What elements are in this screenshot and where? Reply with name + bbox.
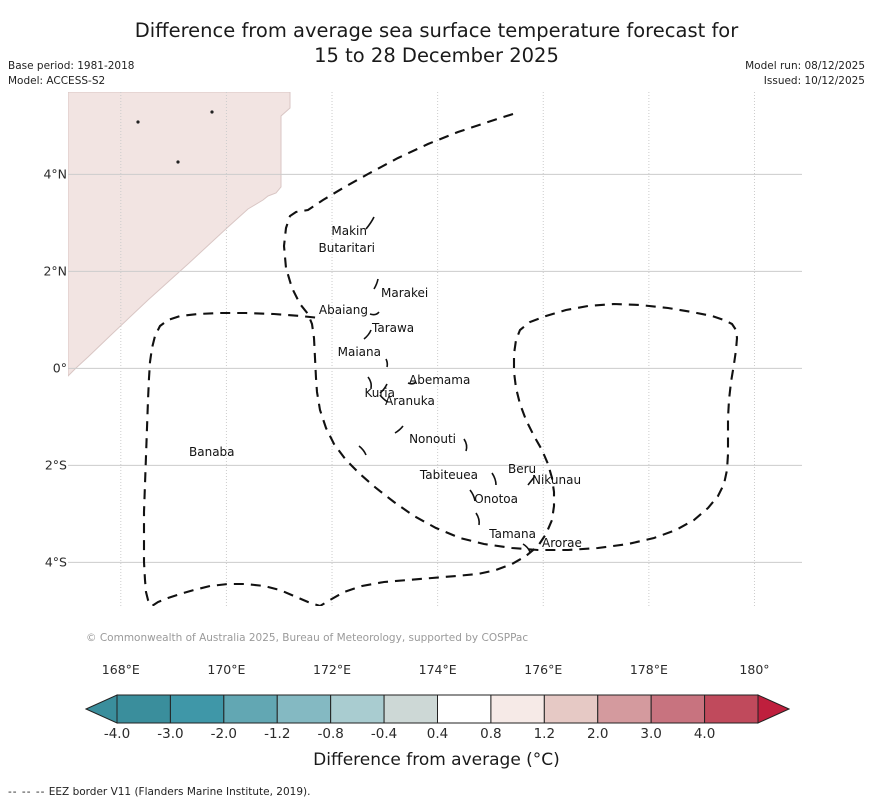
colorbar-tick-0.4: 0.4	[426, 726, 449, 742]
land-polygon	[68, 92, 291, 377]
land-islet-1	[136, 120, 140, 124]
colorbar-tick-1.2: 1.2	[533, 726, 556, 742]
colorbar-tick--2.0: -2.0	[210, 726, 237, 742]
map-plot-area: Makin Butaritari Marakei Abaiang Tarawa Maian…	[68, 92, 802, 606]
colorbar-segment-3	[276, 694, 332, 724]
atoll-outline-4	[367, 376, 372, 389]
colorbar	[85, 694, 790, 724]
island-label-marakei: Marakei	[381, 286, 428, 300]
colorbar-tick--3.0: -3.0	[157, 726, 184, 742]
atoll-outline-7	[385, 358, 389, 368]
island-label-nonouti: Nonouti	[409, 432, 456, 446]
page-title: Difference from average sea surface temp…	[0, 18, 873, 68]
colorbar-over-arrow	[757, 694, 790, 724]
lon-tick-178°E: 178°E	[629, 662, 668, 677]
island-label-aranuka: Aranuka	[385, 394, 435, 408]
colorbar-segment-4	[330, 694, 385, 724]
island-label-beru: Beru	[508, 462, 536, 476]
meta-base-period: Base period: 1981-2018	[8, 60, 135, 72]
atoll-outline-10	[463, 438, 468, 452]
island-label-abemama: Abemama	[409, 373, 470, 387]
island-label-onotoa: Onotoa	[474, 492, 518, 506]
copyright-text: © Commonwealth of Australia 2025, Bureau…	[86, 632, 529, 644]
colorbar-tick-0.8: 0.8	[480, 726, 502, 742]
atoll-outline-16	[522, 543, 531, 553]
colorbar-tick--0.8: -0.8	[317, 726, 344, 742]
lon-tick-168°E: 168°E	[101, 662, 140, 677]
atoll-outline-2	[369, 311, 380, 316]
lat-tick-4°S: 4°S	[44, 554, 67, 570]
eez-footnote-text: EEZ border V11 (Flanders Marine Institut…	[48, 786, 311, 798]
atoll-outline-6	[379, 394, 389, 403]
colorbar-segment-5	[383, 694, 439, 724]
island-label-arorae: Arorae	[542, 536, 582, 550]
meta-issued: Issued: 10/12/2025	[763, 75, 865, 87]
island-label-abaiang: Abaiang	[319, 303, 368, 317]
meta-model: Model: ACCESS-S2	[8, 75, 106, 87]
island-label-nikunau: Nikunau	[532, 473, 581, 487]
lon-tick-172°E: 172°E	[313, 662, 352, 677]
land-islet-0	[210, 110, 214, 114]
atoll-outline-12	[469, 489, 476, 502]
meta-model-run: Model run: 08/12/2025	[745, 60, 865, 72]
lat-tick-2°S: 2°S	[44, 457, 67, 473]
island-label-tamana: Tamana	[488, 527, 536, 541]
title-line-1: Difference from average sea surface temp…	[134, 19, 739, 42]
eez-footnote: -- -- -- EEZ border V11 (Flanders Marine…	[8, 786, 310, 798]
island-label-makin: Makin	[331, 224, 367, 238]
lat-tick-2°N: 2°N	[43, 263, 67, 279]
eez-dash-legend: -- -- --	[8, 786, 46, 798]
colorbar-tick-4.0: 4.0	[693, 726, 716, 742]
island-label-tarawa: Tarawa	[371, 321, 414, 335]
island-label-tabiteuea: Tabiteuea	[419, 468, 478, 482]
land-islet-2	[176, 160, 180, 164]
lat-tick-4°N: 4°N	[43, 166, 67, 182]
atoll-outline-1	[373, 278, 379, 290]
atoll-outline-11	[358, 445, 367, 456]
colorbar-tick-3.0: 3.0	[640, 726, 662, 742]
island-label-kuria: Kuria	[365, 386, 396, 400]
lat-tick-0°: 0°	[52, 360, 67, 376]
lon-tick-176°E: 176°E	[524, 662, 563, 677]
colorbar-under-arrow	[85, 694, 118, 724]
atoll-outline-15	[527, 475, 536, 486]
lon-tick-180°: 180°	[739, 662, 770, 677]
colorbar-tick--1.2: -1.2	[264, 726, 291, 742]
colorbar-segment-6	[437, 694, 492, 724]
colorbar-segment-9	[597, 694, 652, 724]
colorbar-tick--4.0: -4.0	[103, 726, 131, 742]
colorbar-tick--0.4: -0.4	[370, 726, 398, 742]
colorbar-segment-0	[116, 694, 171, 724]
colorbar-segment-11	[704, 694, 759, 724]
title-line-2: 15 to 28 December 2025	[314, 44, 559, 67]
colorbar-segment-8	[543, 694, 599, 724]
colorbar-tick-2.0: 2.0	[587, 726, 609, 742]
atoll-outline-8	[407, 381, 417, 385]
lon-tick-174°E: 174°E	[418, 662, 457, 677]
colorbar-axis-label: Difference from average (°C)	[313, 750, 560, 770]
island-label-banaba: Banaba	[189, 445, 235, 459]
atoll-outline-3	[363, 329, 372, 340]
atoll-outline-0	[365, 216, 375, 230]
island-label-butaritari: Butaritari	[319, 241, 376, 255]
colorbar-swatches	[85, 694, 790, 724]
eez-border	[142, 112, 739, 606]
atoll-outline-13	[475, 512, 480, 526]
atoll-outline-14	[491, 472, 497, 486]
colorbar-segment-10	[650, 694, 706, 724]
colorbar-segment-7	[490, 694, 545, 724]
atoll-outline-5	[379, 383, 388, 394]
island-label-maiana: Maiana	[338, 345, 381, 359]
atoll-outline-9	[394, 425, 404, 434]
lon-tick-170°E: 170°E	[207, 662, 246, 677]
colorbar-segment-1	[169, 694, 225, 724]
colorbar-segment-2	[223, 694, 278, 724]
